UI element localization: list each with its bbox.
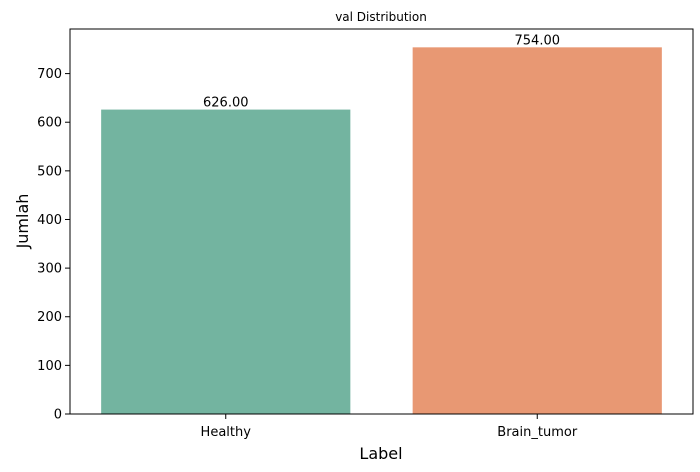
- y-tick-label: 200: [37, 310, 62, 325]
- y-tick-label: 500: [37, 164, 62, 179]
- x-tick-label: Brain_tumor: [497, 425, 578, 440]
- x-axis: Healthy Brain_tumor: [201, 414, 578, 440]
- bar-value-label: 626.00: [203, 96, 249, 111]
- y-tick-label: 700: [37, 67, 62, 82]
- x-tick-label: Healthy: [201, 425, 252, 440]
- y-axis-label: Jumlah: [13, 194, 32, 250]
- y-axis: 0 100 200 300 400 500 600 700: [37, 67, 70, 423]
- y-tick-label: 100: [37, 359, 62, 374]
- y-tick-label: 300: [37, 262, 62, 277]
- y-tick-label: 0: [54, 408, 62, 423]
- bars-group: [101, 47, 662, 414]
- plot-area: 626.00 754.00: [69, 28, 694, 415]
- bar-healthy: [101, 109, 351, 414]
- y-tick-label: 600: [37, 116, 62, 131]
- chart-title: val Distribution: [335, 10, 427, 24]
- x-axis-label: Label: [359, 444, 402, 463]
- plot-frame: [69, 28, 694, 415]
- bar-brain-tumor: [412, 47, 662, 414]
- value-labels-group: 626.00 754.00: [203, 33, 560, 110]
- bar-value-label: 754.00: [515, 33, 561, 48]
- y-tick-label: 400: [37, 213, 62, 228]
